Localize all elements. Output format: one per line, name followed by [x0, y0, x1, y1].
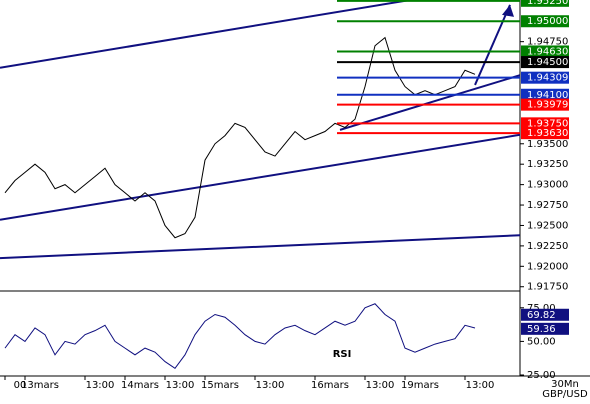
level-box [521, 117, 569, 130]
x-tick-label: 00 [14, 380, 27, 391]
trendline [0, 0, 411, 69]
level-box [521, 127, 569, 140]
trendline [0, 234, 521, 260]
level-box [521, 71, 569, 84]
y-tick-label: 1.92500 [527, 220, 568, 231]
level-label: 1.94630 [527, 46, 568, 57]
level-box [521, 88, 569, 101]
level-label: 1.95250 [527, 0, 568, 7]
timeframe: 30Mn [551, 379, 579, 390]
level-label: 1.93979 [527, 100, 568, 111]
y-tick-label: 25.00 [527, 370, 556, 381]
level-label: 1.94500 [527, 57, 568, 68]
arrow [474, 4, 511, 86]
level-label: 59.36 [527, 324, 556, 335]
y-tick-label: 1.92000 [527, 261, 568, 272]
level-box [521, 0, 569, 7]
level-label: 1.93630 [527, 128, 568, 139]
level-label: 1.94100 [527, 90, 568, 101]
x-tick-label: 19mars [401, 380, 439, 391]
level-label: 69.82 [527, 310, 556, 321]
level-box [521, 15, 569, 28]
trendline [339, 74, 521, 131]
x-tick-label: 13:00 [166, 380, 195, 391]
y-tick-label: 1.93500 [527, 139, 568, 150]
y-tick-label: 1.94750 [527, 37, 568, 48]
y-tick-label: 1.92750 [527, 200, 568, 211]
y-tick-label: 1.92250 [527, 241, 568, 252]
level-box [521, 322, 569, 335]
price-line [4, 36, 476, 239]
y-tick-label: 75.00 [527, 303, 556, 314]
y-tick-label: 50.00 [527, 336, 556, 347]
x-tick-label: 13:00 [366, 380, 395, 391]
arrow-head [502, 4, 514, 17]
x-tick-label: 16mars [311, 380, 349, 391]
level-label: 1.93750 [527, 118, 568, 129]
y-tick-label: 1.93250 [527, 159, 568, 170]
symbol: GBP/USD [542, 389, 588, 400]
x-tick-label: 13:00 [86, 380, 115, 391]
y-tick-label: 1.91750 [527, 282, 568, 293]
rsi-label: RSI [333, 349, 352, 360]
level-box [521, 98, 569, 111]
x-tick-label: 15mars [201, 380, 239, 391]
level-box [521, 45, 569, 58]
x-tick-label: 13mars [21, 380, 59, 391]
level-box [521, 308, 569, 321]
x-tick-label: 13:00 [466, 380, 495, 391]
level-label: 1.95000 [527, 16, 568, 27]
price-line [4, 303, 476, 369]
y-tick-label: 1.93000 [527, 180, 568, 191]
trendline [0, 133, 521, 221]
x-tick-label: 13:00 [256, 380, 285, 391]
x-tick-label: 14mars [121, 380, 159, 391]
level-label: 1.94309 [527, 73, 568, 84]
level-box [521, 56, 569, 69]
